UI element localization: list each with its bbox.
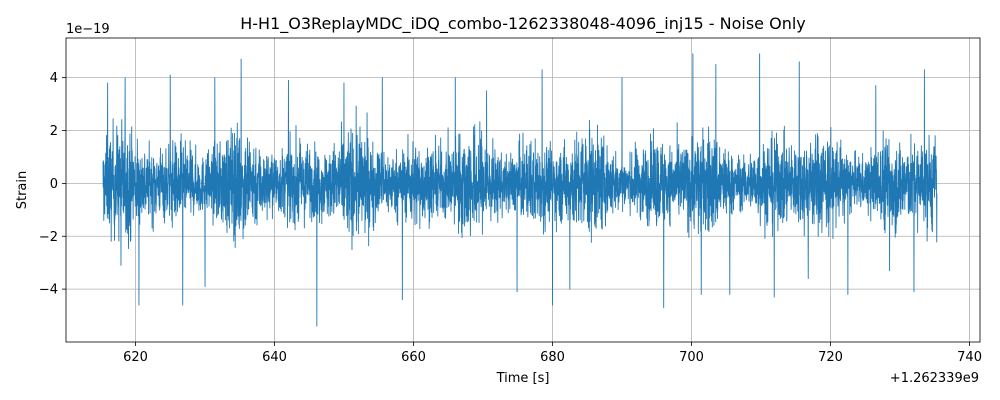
chart-title: H-H1_O3ReplayMDC_iDQ_combo-1262338048-40…	[240, 14, 806, 34]
axis-ticks: 620 640 660 680 700 720 740 −4 −2 0 2 4	[39, 71, 982, 365]
x-tick-label: 640	[262, 350, 287, 365]
y-scale-label: 1e−19	[66, 22, 110, 37]
y-tick-label: 2	[50, 124, 58, 139]
grid-lines	[66, 38, 980, 342]
y-tick-label: −2	[39, 230, 58, 245]
series-line	[102, 53, 938, 327]
y-axis-label: Strain	[15, 171, 30, 210]
y-tick-label: 4	[50, 71, 58, 86]
x-tick-label: 740	[957, 350, 982, 365]
plot-frame	[65, 37, 981, 343]
x-tick-label: 700	[679, 350, 704, 365]
x-tick-label: 720	[818, 350, 843, 365]
series-strain	[102, 53, 938, 327]
y-tick-label: −4	[39, 283, 58, 298]
y-tick-label: 0	[50, 177, 58, 192]
x-tick-label: 660	[401, 350, 426, 365]
x-offset-label: +1.262339e9	[890, 371, 979, 386]
x-axis-label: Time [s]	[496, 371, 550, 386]
x-tick-label: 620	[123, 350, 148, 365]
x-tick-label: 680	[540, 350, 565, 365]
